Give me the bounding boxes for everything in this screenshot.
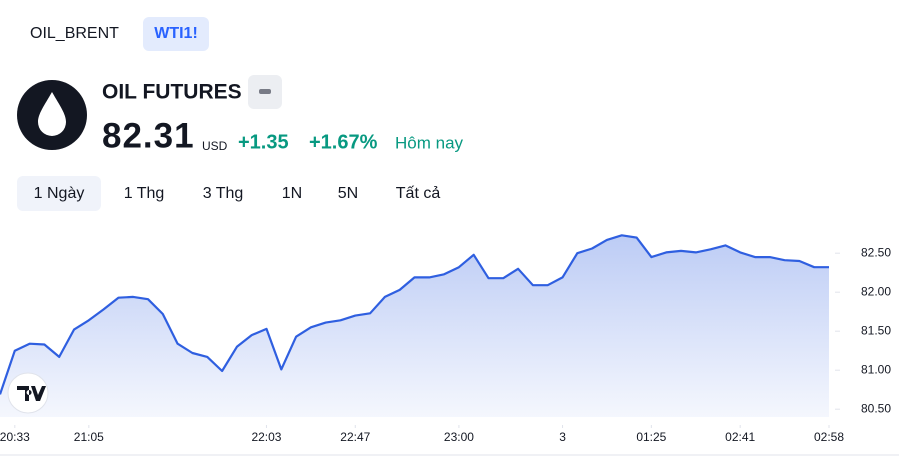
change: +1.35 <box>238 131 289 153</box>
minus-icon <box>259 89 271 94</box>
range-button[interactable]: 1N <box>282 185 302 202</box>
y-tick-label: 80.50 <box>861 401 891 415</box>
tab[interactable]: WTI1! <box>154 25 198 42</box>
range-button[interactable]: Tất cả <box>396 185 441 202</box>
y-tick-label: 82.50 <box>861 245 891 259</box>
range-button[interactable]: 1 Thg <box>124 185 165 202</box>
range-button[interactable]: 3 Thg <box>203 185 244 202</box>
y-tick-label: 82.00 <box>861 284 891 298</box>
tab-bg <box>143 17 209 51</box>
area-fill <box>0 235 829 417</box>
x-tick-label: 22:47 <box>340 430 370 444</box>
currency: USD <box>202 139 228 153</box>
period: Hôm nay <box>395 133 464 152</box>
drop-icon <box>38 92 66 136</box>
x-tick-label: 02:58 <box>814 430 844 444</box>
x-tick-label: 02:41 <box>725 430 755 444</box>
y-tick-label: 81.00 <box>861 362 891 376</box>
range-button[interactable]: 1 Ngày <box>34 185 85 202</box>
y-tick-label: 81.50 <box>861 323 891 337</box>
x-tick-label: 20:33 <box>0 430 30 444</box>
tab[interactable]: OIL_BRENT <box>30 25 119 42</box>
range-selected-bg <box>17 176 101 211</box>
symbol-name: OIL FUTURES <box>102 81 242 104</box>
x-tick-label: 23:00 <box>444 430 474 444</box>
price: 82.31 <box>102 116 195 155</box>
x-tick-label: 22:03 <box>251 430 281 444</box>
x-tick-label: 21:05 <box>74 430 104 444</box>
logo <box>17 386 46 401</box>
change-pct: +1.67% <box>309 131 378 153</box>
range-button[interactable]: 5N <box>338 185 358 202</box>
logo-bg[interactable] <box>7 372 49 414</box>
x-tick-label: 3 <box>559 430 566 444</box>
price-line <box>0 234 829 395</box>
x-tick-label: 01:25 <box>636 430 666 444</box>
